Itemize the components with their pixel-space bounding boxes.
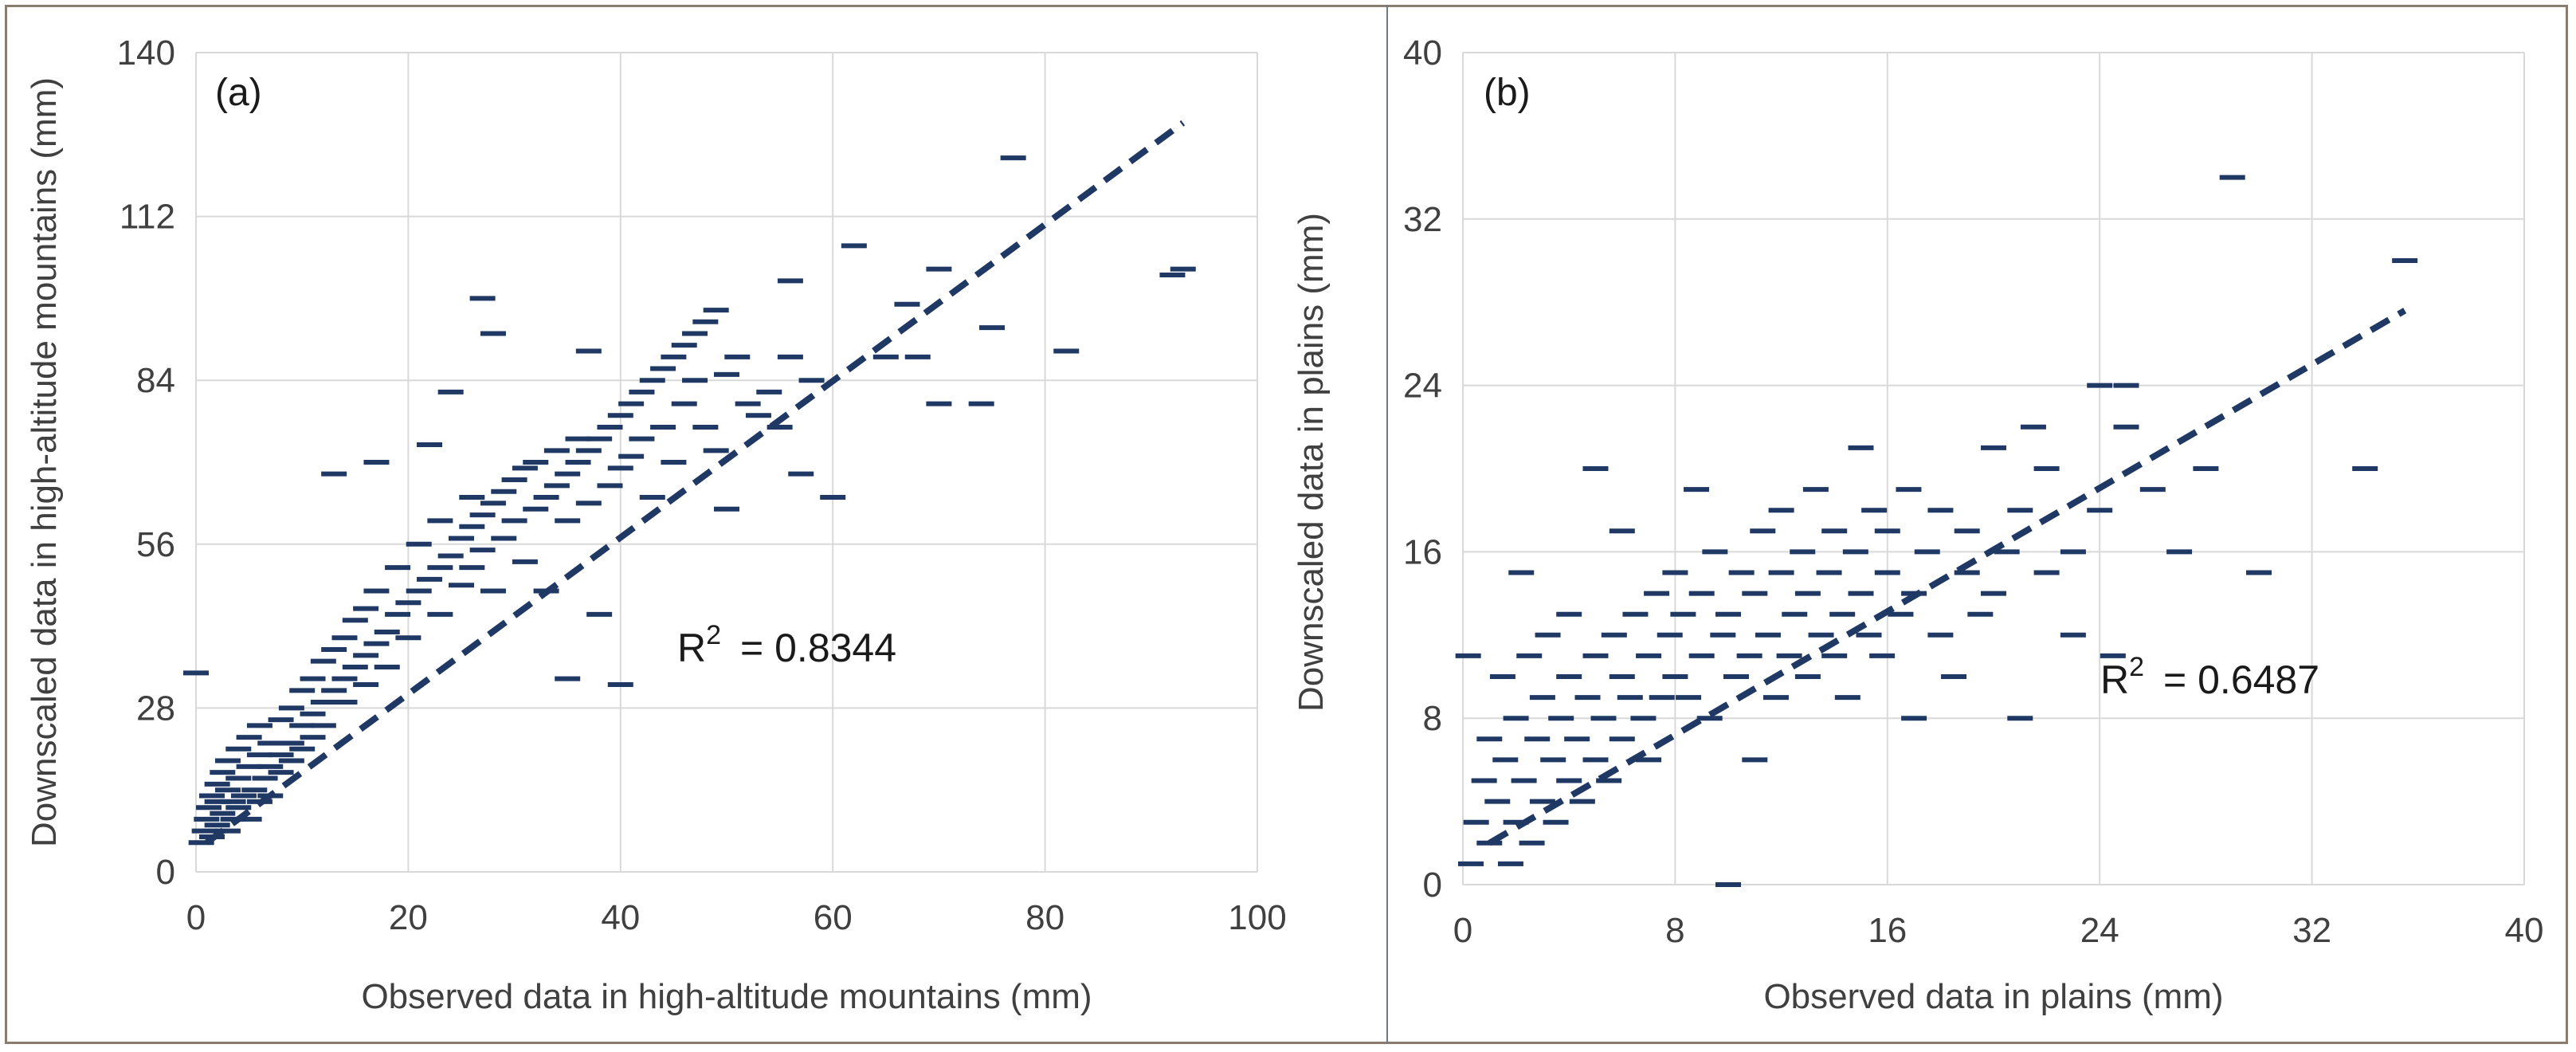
y-axis-label: Downscaled data in plains (mm)	[1292, 213, 1331, 712]
y-tick-label: 24	[1403, 367, 1442, 406]
y-tick-label: 140	[117, 33, 175, 73]
r-squared-annotation: R2 = 0.6487	[2100, 652, 2319, 702]
x-axis-label: Observed data in high-altitude mountains…	[361, 977, 1092, 1016]
y-tick-label: 16	[1403, 532, 1442, 571]
y-tick-label: 8	[1423, 699, 1442, 738]
x-tick-label: 8	[1665, 911, 1684, 950]
y-axis-label: Downscaled data in high-altitude mountai…	[25, 77, 64, 847]
x-tick-label: 0	[186, 898, 206, 937]
x-tick-label: 40	[601, 898, 640, 937]
y-tick-label: 56	[136, 525, 175, 564]
x-tick-label: 100	[1228, 898, 1286, 937]
y-tick-label: 0	[156, 853, 175, 892]
y-tick-label: 112	[120, 198, 175, 237]
trend-line	[204, 120, 1186, 846]
r-squared-annotation: R2 = 0.8344	[677, 620, 896, 670]
panel-label: (a)	[215, 72, 262, 114]
panel-divider	[1386, 5, 1388, 1044]
x-tick-label: 0	[1453, 911, 1472, 950]
x-tick-label: 80	[1025, 898, 1065, 937]
y-tick-label: 32	[1403, 200, 1442, 239]
y-tick-label: 0	[1423, 866, 1442, 905]
x-axis-label: Observed data in plains (mm)	[1763, 977, 2223, 1016]
y-tick-label: 28	[136, 689, 175, 728]
y-tick-label: 84	[136, 361, 175, 400]
x-tick-label: 32	[2292, 911, 2331, 950]
y-tick-label: 40	[1403, 33, 1442, 73]
x-tick-label: 20	[389, 898, 428, 937]
x-tick-label: 40	[2505, 911, 2544, 950]
x-tick-label: 24	[2080, 911, 2119, 950]
figure-frame	[5, 5, 2568, 1044]
trend-line	[1488, 308, 2407, 846]
x-tick-label: 60	[814, 898, 853, 937]
x-tick-label: 16	[1868, 911, 1907, 950]
panel-label: (b)	[1484, 72, 1531, 114]
